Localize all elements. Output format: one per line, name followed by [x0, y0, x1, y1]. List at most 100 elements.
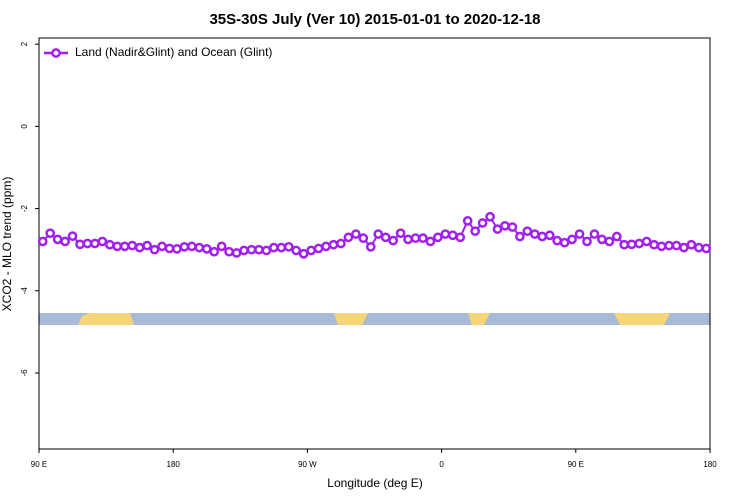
ocean-band [39, 313, 710, 325]
y-axis-label: XCO2 - MLO trend (ppm) [0, 177, 14, 312]
point [321, 241, 331, 252]
point [365, 241, 376, 252]
x-axis-label: Longitude (deg E) [327, 476, 422, 490]
point [142, 240, 152, 251]
point [604, 236, 615, 247]
point [418, 233, 428, 244]
x-tick-label: 0 [439, 460, 444, 469]
map-strip [39, 313, 710, 325]
point [582, 236, 592, 247]
point [224, 246, 234, 257]
point [492, 224, 503, 234]
point [269, 242, 279, 253]
point [164, 243, 175, 254]
point [209, 246, 220, 257]
point [380, 232, 391, 243]
point [75, 239, 85, 250]
land [468, 313, 490, 325]
y-tick-label: 2 [20, 41, 29, 46]
point [179, 241, 190, 252]
land [78, 313, 134, 325]
point [328, 239, 339, 250]
point [283, 241, 294, 252]
point [619, 239, 630, 250]
legend-label: Land (Nadir&Glint) and Ocean (Glint) [75, 45, 272, 59]
point [634, 238, 645, 249]
y-tick-label: -4 [20, 287, 29, 295]
point [254, 244, 264, 255]
point [440, 229, 451, 239]
point [403, 234, 413, 245]
point [343, 232, 354, 243]
x-tick-label: 180 [167, 460, 181, 469]
point [67, 231, 78, 241]
point [529, 229, 540, 239]
point [172, 243, 182, 254]
point [425, 236, 436, 247]
point [507, 222, 518, 232]
point [433, 232, 443, 243]
point [60, 236, 70, 247]
point [119, 241, 130, 252]
point [313, 243, 324, 254]
point [194, 242, 205, 253]
point [37, 236, 48, 247]
point [82, 238, 93, 249]
point [410, 233, 421, 244]
point [574, 229, 585, 239]
land [614, 313, 670, 325]
point [485, 211, 495, 222]
point [611, 231, 622, 242]
point [45, 228, 56, 239]
point [231, 248, 242, 258]
y-tick-label: -2 [20, 204, 29, 212]
point [216, 241, 227, 252]
point [186, 241, 197, 252]
point [552, 235, 563, 246]
point [500, 220, 510, 231]
point [559, 237, 570, 248]
point [597, 234, 607, 245]
point [149, 244, 160, 255]
point [246, 244, 257, 255]
y-tick-label: -6 [20, 369, 29, 377]
x-tick-label: 180 [703, 460, 717, 469]
point [477, 218, 488, 228]
point [671, 240, 682, 251]
point [522, 226, 533, 237]
chart-title: 35S-30S July (Ver 10) 2015-01-01 to 2020… [209, 11, 540, 28]
point [589, 229, 600, 239]
x-tick-label: 90 E [568, 460, 584, 469]
point [567, 234, 577, 245]
x-tick-label: 90 E [31, 460, 47, 469]
point [134, 242, 145, 253]
point [90, 238, 100, 249]
land [334, 313, 368, 325]
point [470, 226, 480, 237]
point [395, 228, 406, 239]
point [686, 239, 697, 250]
point [462, 216, 473, 226]
point [693, 242, 704, 253]
point [239, 245, 249, 256]
point [544, 230, 555, 241]
x-tick-label: 90 W [298, 460, 317, 469]
point [358, 233, 369, 244]
point [388, 235, 398, 246]
point [112, 241, 123, 252]
point [626, 239, 637, 250]
point [373, 229, 384, 239]
point [97, 236, 108, 247]
point [537, 231, 548, 242]
point [298, 248, 309, 259]
point [447, 230, 458, 241]
point [664, 240, 674, 251]
point [157, 241, 167, 252]
point [701, 243, 712, 254]
point [104, 239, 115, 250]
point [306, 245, 316, 256]
point [52, 234, 63, 245]
point [351, 229, 361, 239]
